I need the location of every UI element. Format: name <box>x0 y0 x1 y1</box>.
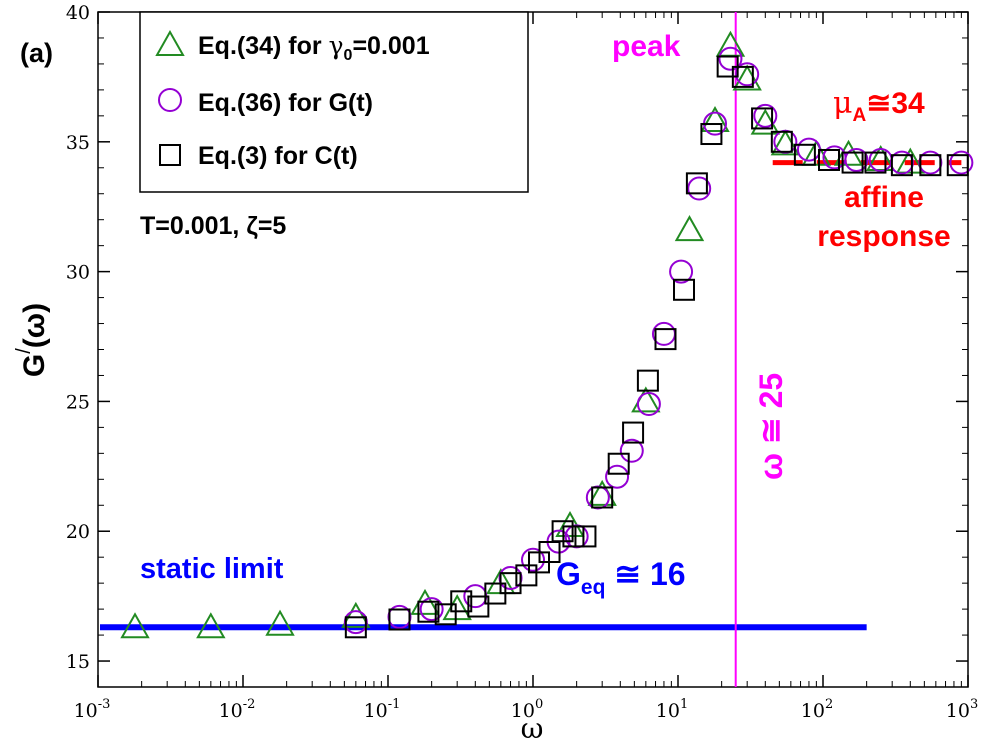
circle-point <box>773 129 798 154</box>
circle-point <box>735 62 760 87</box>
square-point <box>515 564 538 587</box>
y-tick-label: 35 <box>66 132 90 154</box>
square-point <box>434 603 457 626</box>
square-point <box>818 148 841 171</box>
x-tick-label: 10-2 <box>219 697 256 722</box>
x-tick-label: 100 <box>511 697 543 722</box>
y-tick-label: 15 <box>66 651 90 673</box>
square-point <box>388 608 411 631</box>
triangle-point <box>265 609 295 636</box>
circle-point <box>949 150 974 175</box>
square-point <box>700 123 723 146</box>
triangle-point <box>555 511 585 538</box>
x-tick-label: 10-3 <box>74 697 111 722</box>
y-axis-title: G/(ω) <box>13 303 51 377</box>
circle-point <box>687 176 712 201</box>
mu-a-label: μA≅34 <box>833 86 925 126</box>
y-tick-label: 20 <box>66 521 90 543</box>
triangle-point <box>196 612 226 639</box>
square-point <box>562 525 585 548</box>
static-limit-label: static limit <box>140 553 284 585</box>
square-point <box>344 616 367 639</box>
square-point <box>574 525 597 548</box>
x-tick-label: 102 <box>801 697 833 722</box>
circle-point <box>619 438 644 463</box>
square-point <box>864 151 887 174</box>
square-point <box>946 154 969 177</box>
x-axis-title: ω <box>521 712 544 745</box>
square-point <box>591 486 614 509</box>
omega-peak-label: ω ≅ 25 <box>753 373 789 480</box>
square-point <box>538 541 561 563</box>
legend: Eq.(34) for γ0=0.001 Eq.(36) for G(t) Eq… <box>139 11 529 193</box>
x-tick-label: 101 <box>656 697 688 722</box>
triangle-point <box>700 106 730 133</box>
legend-entry-2: Eq.(3) for C(t) <box>198 142 358 170</box>
square-point <box>685 172 708 195</box>
square-point <box>467 595 490 618</box>
square-point <box>499 572 522 595</box>
circle-point <box>419 597 444 622</box>
triangle-point <box>631 386 661 413</box>
y-tick-label: 40 <box>66 2 90 24</box>
square-point <box>622 421 645 444</box>
square-point <box>890 154 913 177</box>
x-tick-label: 103 <box>946 697 978 722</box>
y-tick-label: 30 <box>66 262 90 284</box>
legend-marker-circle <box>158 88 182 112</box>
square-point <box>919 154 942 177</box>
circle-point <box>753 103 778 128</box>
triangle-point <box>120 612 150 639</box>
square-point <box>751 107 774 130</box>
square-point <box>841 151 864 174</box>
square-point <box>770 130 793 153</box>
square-point <box>731 65 754 88</box>
panel-label: (a) <box>20 38 53 68</box>
square-point <box>417 600 440 623</box>
circle-point <box>605 464 630 489</box>
square-point <box>450 590 473 613</box>
square-point <box>654 328 677 351</box>
geq-label: Geq ≅ 16 <box>556 556 686 599</box>
square-point <box>607 452 630 475</box>
x-tick-label: 10-1 <box>364 697 401 722</box>
square-point <box>636 369 659 392</box>
affine-label-line1: affine <box>844 181 924 214</box>
circle-point <box>844 147 869 172</box>
params-text: T=0.001, ζ=5 <box>140 212 286 240</box>
legend-entry-0: Eq.(34) for γ0=0.001 <box>198 31 430 64</box>
legend-entry-1: Eq.(36) for G(t) <box>198 89 373 117</box>
triangle-point <box>801 139 832 166</box>
triangle-point <box>442 594 472 621</box>
square-point <box>673 278 696 301</box>
circle-point <box>669 259 694 284</box>
square-point <box>793 143 816 166</box>
circle-point <box>636 392 661 417</box>
series-square <box>344 55 969 639</box>
circle-point <box>718 46 743 71</box>
peak-label: peak <box>612 30 681 63</box>
affine-label-line2: response <box>817 220 950 253</box>
legend-marker-square <box>159 144 181 166</box>
legend-box <box>139 11 529 193</box>
legend-marker-triangle <box>155 29 185 56</box>
circle-point <box>521 547 545 572</box>
y-tick-label: 25 <box>66 391 90 413</box>
triangle-point <box>341 601 371 628</box>
circle-point <box>796 137 821 162</box>
triangle-point <box>895 147 926 174</box>
triangle-point <box>674 215 705 242</box>
